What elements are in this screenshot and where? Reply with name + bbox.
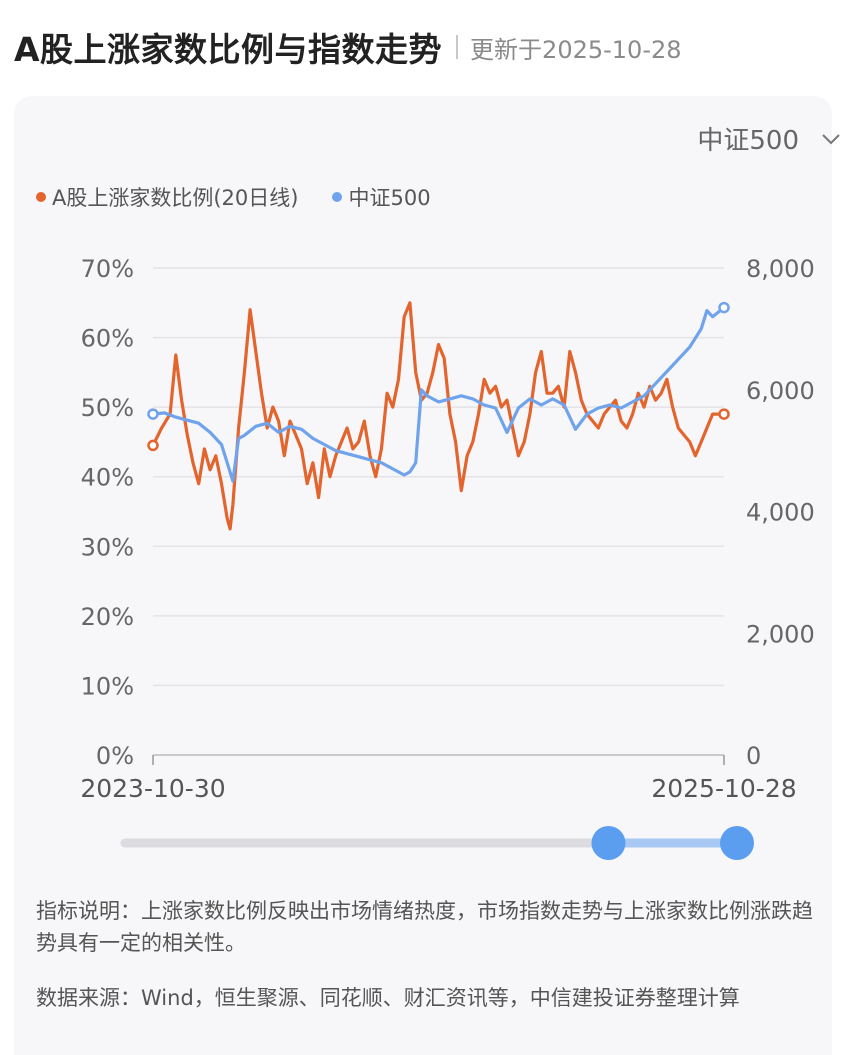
index-selector[interactable]: 中证500	[697, 120, 841, 157]
legend-label-index: 中证500	[348, 186, 431, 210]
left-tick-label: 50%	[81, 394, 134, 422]
legend-item-index[interactable]: 中证500	[332, 182, 431, 212]
right-tick-label: 4,000	[746, 499, 815, 527]
legend-label-breadth: A股上涨家数比例(20日线)	[52, 186, 299, 210]
x-tick-label-start: 2023-10-30	[80, 774, 225, 803]
left-tick-label: 30%	[81, 533, 134, 561]
left-tick-label: 60%	[81, 325, 134, 353]
range-slider[interactable]	[120, 826, 754, 860]
left-tick-label: 20%	[81, 603, 134, 631]
legend: A股上涨家数比例(20日线) 中证500	[36, 182, 465, 212]
chevron-down-icon	[822, 133, 840, 144]
page-title: A股上涨家数比例与指数走势	[14, 30, 443, 69]
indicator-description: 指标说明：上涨家数比例反映出市场情绪热度，市场指数走势与上涨家数比例涨跌趋势具有…	[36, 899, 813, 955]
slider-start-handle[interactable]	[591, 826, 626, 860]
right-tick-label: 2,000	[746, 620, 815, 648]
right-axis-ticks: 0 2,000 4,000 6,000 8,000	[746, 255, 815, 770]
breadth-ratio-line	[151, 301, 724, 531]
x-axis: 2023-10-30 2025-10-28	[80, 754, 797, 803]
left-tick-label: 10%	[81, 672, 134, 700]
line-chart: 0% 10% 20% 30% 40% 50% 60% 70% 0 2,000 4,000 6,000…	[80, 255, 815, 860]
update-date: 更新于2025-10-28	[470, 35, 682, 64]
slider-end-handle[interactable]	[720, 826, 754, 860]
left-tick-label: 0%	[96, 742, 134, 770]
data-source: 数据来源：Wind，恒生聚源、同花顺、财汇资讯等，中信建投证券整理计算	[36, 986, 740, 1010]
right-tick-label: 8,000	[746, 255, 815, 283]
left-tick-label: 70%	[81, 255, 134, 283]
csi500-line-start-point	[147, 408, 159, 420]
left-axis-ticks: 0% 10% 20% 30% 40% 50% 60% 70%	[81, 255, 134, 770]
csi500-line	[152, 306, 725, 483]
right-tick-label: 6,000	[746, 377, 815, 405]
legend-dot-index	[332, 192, 343, 202]
chart-card	[14, 96, 832, 1055]
legend-item-breadth[interactable]: A股上涨家数比例(20日线)	[36, 182, 298, 212]
title-divider	[456, 35, 459, 59]
x-tick-label-end: 2025-10-28	[651, 774, 796, 803]
series-lines	[147, 301, 730, 531]
left-tick-label: 40%	[81, 464, 134, 492]
breadth-ratio-line-end-point	[718, 408, 730, 420]
legend-dot-breadth	[36, 192, 46, 202]
csi500-line-end-point	[718, 301, 730, 314]
header: A股上涨家数比例与指数走势 更新于2025-10-28	[14, 22, 682, 72]
grid-lines	[153, 267, 724, 687]
breadth-ratio-line-start-point	[147, 439, 159, 452]
right-tick-label: 0	[746, 742, 761, 770]
index-selector-label: 中证500	[697, 126, 799, 156]
